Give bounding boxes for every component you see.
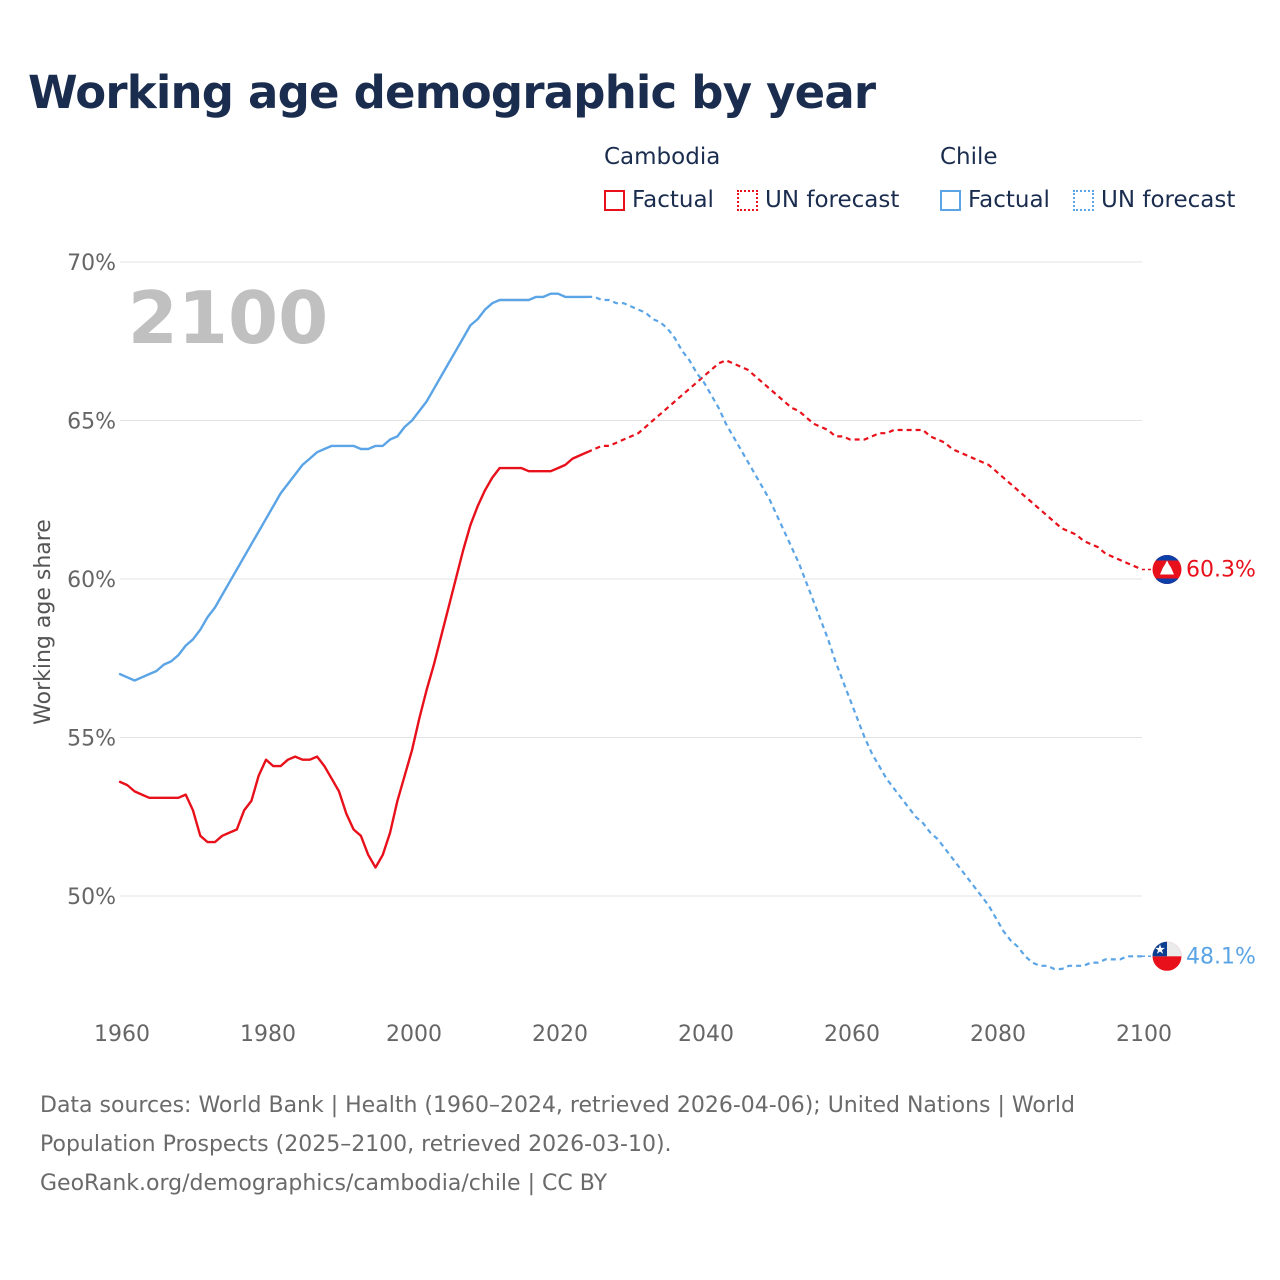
x-tick-label: 1960 xyxy=(94,1022,150,1047)
chile-end-value-label: 48.1% xyxy=(1186,944,1256,969)
x-tick-label: 1980 xyxy=(240,1022,296,1047)
line-chart: 50% 55% 60% 65% 70% 1960 1980 2000 2020 2040 2060 2… xyxy=(31,251,1256,1047)
year-watermark: 2100 xyxy=(128,276,328,360)
legend-chile-forecast-label: UN forecast xyxy=(1101,187,1236,213)
x-tick-label: 2060 xyxy=(824,1022,880,1047)
legend-chile-factual[interactable]: Factual xyxy=(940,186,1050,214)
x-tick-label: 2000 xyxy=(386,1022,442,1047)
source-line-2: Population Prospects (2025–2100, retriev… xyxy=(40,1132,672,1157)
source-line-1: Data sources: World Bank | Health (1960–… xyxy=(40,1093,1075,1118)
chile-forecast-line xyxy=(587,295,1142,971)
legend-solid-swatch-icon xyxy=(940,189,961,211)
legend-cambodia-forecast[interactable]: UN forecast xyxy=(737,186,899,214)
y-tick-label: 55% xyxy=(67,727,116,752)
chile-factual-line xyxy=(118,292,589,682)
chile-flag-icon xyxy=(1152,941,1182,971)
cambodia-flag-icon xyxy=(1152,555,1182,584)
source-link[interactable]: GeoRank.org/demographics/cambodia/chile … xyxy=(40,1171,608,1196)
legend-chile-title: Chile xyxy=(940,144,998,170)
y-tick-label: 70% xyxy=(67,251,116,276)
legend-solid-swatch-icon xyxy=(604,189,625,211)
legend-cambodia-factual[interactable]: Factual xyxy=(604,186,714,214)
source-note: Data sources: World Bank | Health (1960–… xyxy=(40,1086,1240,1203)
legend-dotted-swatch-icon xyxy=(1073,189,1094,211)
chart-title: Working age demographic by year xyxy=(28,66,876,119)
legend-chile-forecast[interactable]: UN forecast xyxy=(1073,186,1235,214)
y-tick-label: 60% xyxy=(67,568,116,593)
legend-cambodia-forecast-label: UN forecast xyxy=(765,187,900,213)
legend-dotted-swatch-icon xyxy=(737,189,758,211)
y-axis-label: Working age share xyxy=(31,519,56,725)
y-tick-label: 50% xyxy=(67,885,116,910)
y-tick-label: 65% xyxy=(67,410,116,435)
x-tick-label: 2100 xyxy=(1116,1022,1172,1047)
cambodia-end-value-label: 60.3% xyxy=(1186,558,1256,583)
x-tick-label: 2040 xyxy=(678,1022,734,1047)
cambodia-forecast-line xyxy=(586,359,1143,571)
legend-cambodia-title: Cambodia xyxy=(604,144,721,170)
x-tick-label: 2080 xyxy=(970,1022,1026,1047)
legend-cambodia-factual-label: Factual xyxy=(632,187,714,213)
x-tick-label: 2020 xyxy=(532,1022,588,1047)
cambodia-factual-line xyxy=(118,451,589,869)
legend-chile-factual-label: Factual xyxy=(968,187,1050,213)
